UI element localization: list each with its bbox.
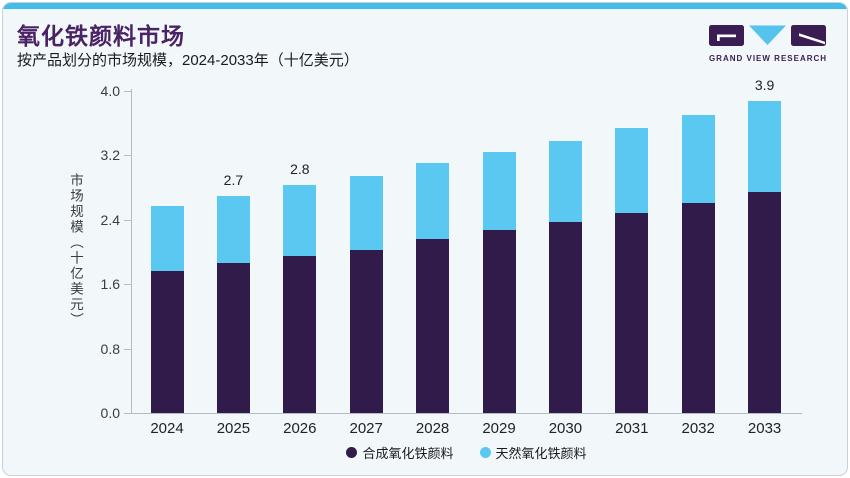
y-tick-0.8 [124, 348, 131, 350]
y-tick-1.6 [124, 284, 131, 286]
bar-2024-synthetic [150, 270, 184, 413]
bar-2030-synthetic [548, 222, 582, 413]
bar-2029-natural [482, 152, 516, 231]
bar-total-label-2033: 3.9 [754, 76, 775, 93]
x-tick-label-2024: 2024 [150, 420, 184, 437]
bar-2031-synthetic [615, 212, 649, 413]
legend-item-synthetic: 合成氧化铁颜料 [346, 443, 454, 462]
y-tick-label-1.6: 1.6 [100, 276, 120, 293]
page-title: 氧化铁颜料市场 [17, 23, 185, 49]
x-tick-label-2026: 2026 [283, 420, 317, 437]
y-tick-label-0.0: 0.0 [100, 405, 120, 421]
bar-2032-synthetic [681, 202, 715, 413]
bar-total-label-2026: 2.8 [290, 161, 310, 178]
x-tick-label-2032: 2032 [681, 420, 715, 437]
y-tick-label-0.8: 0.8 [100, 340, 120, 357]
x-tick-label-2028: 2028 [415, 420, 450, 437]
x-tick-label-2027: 2027 [349, 420, 383, 437]
y-axis-title: 市场规模（十亿美元） [68, 173, 83, 328]
y-tick-2.4 [124, 219, 131, 221]
bar-2024-natural [150, 206, 184, 271]
x-tick-label-2030: 2030 [548, 420, 583, 437]
x-tick-label-2033: 2033 [747, 420, 782, 437]
bar-2033-natural [748, 100, 782, 193]
gvr-logo: GRAND VIEW RESEARCH [707, 25, 829, 63]
x-tick-label-2025: 2025 [216, 420, 251, 437]
y-tick-4.0 [124, 91, 131, 92]
legend-dot-icon [346, 447, 358, 458]
bar-2028-natural [416, 163, 450, 240]
legend-dot-icon [479, 447, 491, 458]
bar-2029-synthetic [482, 230, 516, 413]
legend-label: 合成氧化铁颜料 [362, 446, 454, 461]
bar-2032-natural [681, 115, 715, 203]
bar-2025-natural [216, 195, 250, 264]
y-axis-line [131, 89, 132, 414]
bar-2026-natural [283, 185, 317, 256]
legend-item-natural: 天然氧化铁颜料 [479, 443, 587, 462]
gvr-logo-text: GRAND VIEW RESEARCH [708, 54, 828, 63]
x-tick-label-2029: 2029 [482, 420, 516, 437]
y-tick-label-3.2: 3.2 [100, 147, 120, 164]
bar-2025-synthetic [216, 263, 250, 413]
chart-legend: 合成氧化铁颜料 天然氧化铁颜料 [131, 443, 802, 462]
y-tick-3.2 [124, 155, 131, 157]
y-tick-label-2.4: 2.4 [100, 211, 120, 228]
x-axis-line [131, 413, 802, 414]
x-tick-label-2031: 2031 [615, 420, 649, 437]
chart-subtitle: 按产品划分的市场规模，2024-2033年（十亿美元） [17, 52, 359, 69]
stacked-bar-chart: 市场规模（十亿美元） 2024 2.7 2025 2.8 2026 2027 2028 2029… [3, 3, 847, 475]
legend-label: 天然氧化铁颜料 [495, 446, 587, 461]
y-tick-label-4.0: 4.0 [100, 83, 120, 99]
bar-2028-synthetic [416, 239, 450, 413]
bar-2030-natural [548, 140, 582, 223]
bar-total-label-2025: 2.7 [223, 171, 244, 188]
bar-2027-natural [349, 175, 383, 250]
bar-2033-synthetic [748, 192, 782, 413]
top-accent-bar [3, 3, 847, 9]
bar-2026-synthetic [283, 256, 317, 413]
bar-2027-synthetic [349, 249, 383, 413]
bar-2031-natural [615, 128, 649, 213]
y-tick-0.0 [124, 413, 131, 414]
gvr-logo-icon [709, 25, 826, 46]
